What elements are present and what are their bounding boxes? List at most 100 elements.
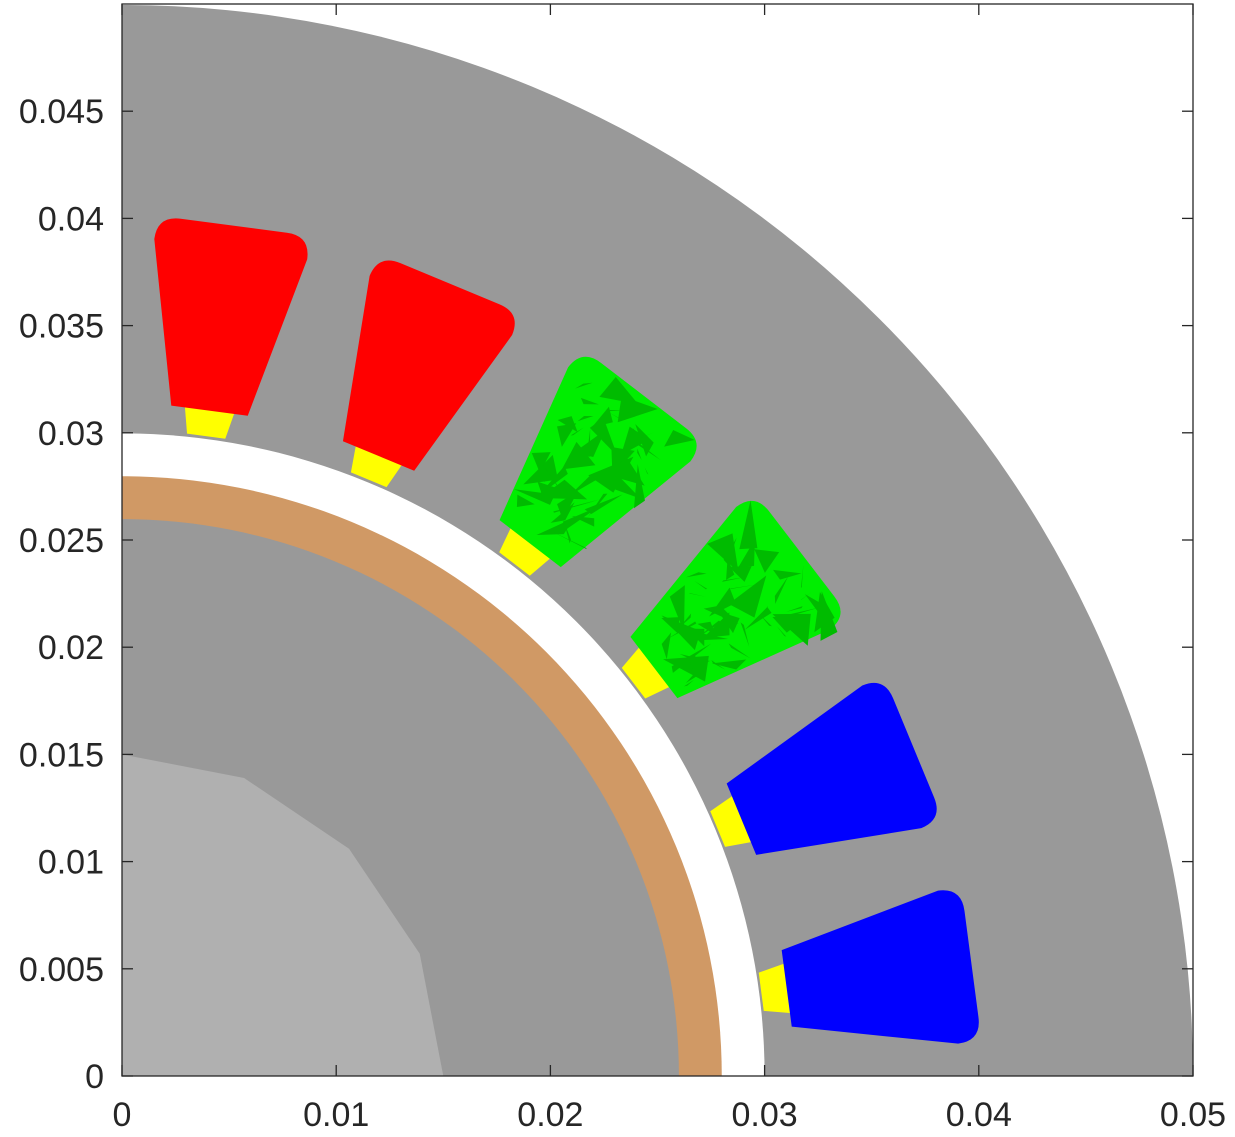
mesh-triangle (703, 612, 730, 638)
y-tick-label: 0.02 (38, 629, 104, 667)
mesh-triangle (637, 432, 655, 440)
mesh-triangle (633, 464, 645, 509)
mesh-triangle (588, 493, 608, 517)
mesh-triangle (580, 397, 599, 405)
mesh-triangle (577, 415, 594, 422)
mesh-triangle (617, 396, 658, 423)
mesh-triangle (577, 433, 581, 444)
x-tick-label: 0.01 (303, 1096, 369, 1134)
mesh-triangle (586, 428, 591, 457)
mesh-triangle (627, 431, 631, 443)
x-tick-label: 0.04 (946, 1096, 1012, 1134)
y-tick-label: 0.005 (19, 951, 104, 989)
mesh-triangle (721, 577, 745, 582)
mesh-triangle (644, 467, 649, 475)
coil-mesh-texture-3 (513, 376, 695, 549)
y-tick-label: 0.01 (38, 844, 104, 882)
coil-slot-5 (726, 682, 937, 855)
mesh-triangle (621, 426, 650, 455)
y-tick-label: 0 (85, 1058, 104, 1096)
mesh-triangle (679, 653, 710, 665)
y-tick-label: 0.04 (38, 200, 104, 238)
mesh-triangle (754, 549, 780, 573)
mesh-triangle (786, 606, 803, 612)
mesh-triangle (622, 410, 633, 415)
y-tick-label: 0.045 (19, 93, 104, 131)
coil-slot-1 (154, 218, 308, 416)
x-tick-label: 0 (113, 1096, 132, 1134)
mesh-triangle (728, 643, 751, 659)
mesh-triangle (814, 591, 835, 633)
mesh-triangle (531, 452, 551, 473)
mesh-triangle (679, 613, 692, 628)
mesh-triangle (591, 406, 613, 428)
mesh-triangle (728, 575, 767, 618)
x-tick-label: 0.03 (732, 1096, 798, 1134)
mesh-triangle (535, 453, 561, 490)
mesh-triangle (669, 585, 685, 632)
mesh-triangle (575, 382, 593, 389)
mesh-triangle (694, 580, 708, 590)
mesh-triangle (800, 564, 804, 588)
mesh-triangle (742, 532, 745, 541)
mesh-triangle (707, 533, 739, 573)
slot-opening-4 (621, 644, 673, 699)
coil-slot-6 (781, 890, 979, 1044)
mesh-triangle (711, 659, 747, 670)
mesh-triangle (569, 474, 598, 496)
mesh-triangle (557, 490, 578, 521)
mesh-triangle (562, 506, 600, 529)
mesh-triangle (760, 614, 772, 627)
mesh-triangle (740, 622, 750, 647)
x-tick-label: 0.02 (517, 1096, 583, 1134)
mesh-triangle (537, 481, 564, 500)
mesh-triangle (588, 456, 634, 493)
mesh-triangle (605, 409, 625, 412)
mesh-triangle (661, 615, 701, 651)
mesh-triangle (607, 411, 619, 419)
mesh-triangle (801, 592, 812, 601)
mesh-triangle (589, 417, 618, 456)
mesh-triangle (726, 558, 735, 581)
plot-regions (122, 5, 1193, 1076)
mesh-triangle (739, 500, 758, 550)
plot-axes: 0 0.01 0.02 0.03 0.04 0.05 0 0.005 0.01 0.015 0.02… (19, 3, 1226, 1134)
mesh-triangle (570, 427, 584, 436)
mesh-triangle (683, 679, 695, 687)
y-tick-label: 0.015 (19, 736, 104, 774)
y-tick-label: 0.035 (19, 308, 104, 346)
mesh-triangle (569, 500, 600, 509)
mesh-triangle (661, 632, 672, 660)
mesh-triangle (787, 607, 819, 618)
mesh-triangle (692, 657, 716, 662)
coil-mesh-texture-4 (661, 500, 838, 687)
mesh-triangle (728, 566, 752, 582)
mesh-triangle (561, 441, 596, 470)
coil-slot-2 (342, 260, 515, 471)
y-tick-label: 0.025 (19, 522, 104, 560)
mesh-triangle (738, 539, 755, 568)
mesh-triangle (744, 607, 772, 630)
mesh-triangle (557, 423, 577, 447)
slot-opening-5 (710, 793, 756, 847)
mesh-triangle (626, 427, 635, 443)
mesh-triangle (664, 429, 695, 447)
mesh-triangle (772, 613, 811, 646)
mesh-triangle (685, 663, 706, 684)
mesh-triangle (513, 489, 555, 505)
mesh-triangle (690, 656, 694, 675)
rotor-shaft (122, 754, 444, 1076)
mesh-triangle (773, 569, 802, 580)
mesh-triangle (774, 576, 789, 604)
y-tick-label: 0.03 (38, 415, 104, 453)
mesh-triangle (523, 454, 559, 485)
mesh-triangle (689, 593, 707, 597)
mesh-triangle (776, 626, 787, 637)
mesh-triangle (551, 531, 587, 549)
mesh-triangle (537, 466, 568, 497)
mesh-triangle (599, 376, 639, 405)
slot-opening-3 (499, 524, 554, 576)
mesh-triangle (685, 572, 707, 578)
slot-opening-2 (350, 442, 404, 488)
